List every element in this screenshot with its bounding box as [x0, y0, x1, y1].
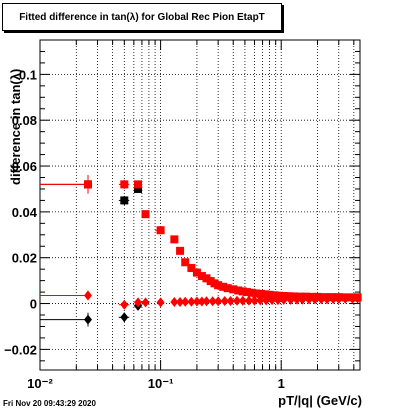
data-point: [134, 184, 143, 193]
series-diamond-red: [40, 290, 362, 310]
data-point: [229, 285, 238, 294]
data-point: [170, 296, 179, 307]
data-point: [220, 296, 229, 307]
data-point: [256, 295, 265, 306]
data-point: [348, 293, 357, 304]
data-point: [192, 268, 201, 277]
data-point: [202, 296, 211, 307]
axis-ticks: [39, 39, 360, 370]
data-point: [238, 295, 247, 306]
data-point: [323, 294, 332, 305]
data-point: [290, 292, 299, 301]
data-point: [192, 296, 201, 307]
data-point: [181, 296, 190, 307]
data-point: [284, 292, 293, 301]
y-axis-label: difference in tan(λ): [8, 68, 23, 185]
data-point: [298, 294, 307, 305]
data-point: [141, 297, 150, 308]
data-point: [83, 180, 92, 189]
data-point: [275, 291, 284, 300]
data-point: [257, 289, 266, 298]
data-point: [214, 296, 223, 307]
data-point: [134, 297, 143, 308]
data-point: [250, 295, 259, 306]
chart-title: Fitted difference in tan(λ) for Global R…: [2, 3, 282, 31]
data-point: [141, 210, 150, 219]
y-tick-label: 0.06: [12, 159, 37, 174]
y-tick-label: 0.04: [12, 205, 38, 220]
data-point: [83, 290, 92, 301]
data-point: [296, 292, 305, 301]
data-marks: [40, 175, 362, 327]
data-point: [292, 294, 301, 305]
data-point: [329, 293, 338, 304]
data-point: [301, 292, 310, 301]
series-square-black: [40, 175, 143, 205]
grid-lines: [40, 40, 360, 370]
data-point: [120, 180, 129, 189]
data-point: [181, 258, 190, 267]
data-point: [317, 294, 326, 305]
data-point: [226, 296, 235, 307]
x-tick-label: 10⁻¹: [148, 376, 174, 391]
data-point: [273, 295, 282, 306]
data-point: [308, 292, 317, 301]
data-point: [286, 294, 295, 305]
data-point: [313, 292, 322, 301]
data-point: [187, 296, 196, 307]
data-point: [279, 294, 288, 305]
data-point: [176, 296, 185, 307]
data-point: [83, 314, 92, 325]
data-point: [120, 312, 129, 323]
x-axis-label: pT/|q| (GeV/c): [278, 393, 362, 408]
tick-labels: 10⁻² 10⁻¹ 1 −0.02 0 0.02 0.04 0.06 0.08 0.1: [4, 67, 285, 391]
data-point: [202, 274, 211, 283]
data-point: [176, 246, 185, 255]
data-point: [234, 286, 243, 295]
x-tick-label: 10⁻²: [27, 376, 53, 391]
data-point: [208, 296, 217, 307]
data-point: [310, 294, 319, 305]
data-point: [242, 288, 251, 297]
timestamp: Fri Nov 20 09:43:29 2020: [3, 399, 96, 408]
data-point: [219, 282, 228, 291]
data-point: [134, 180, 143, 189]
data-point: [170, 235, 179, 244]
data-point: [244, 295, 253, 306]
plot-frame: [39, 39, 361, 371]
data-point: [120, 299, 129, 310]
data-point: [262, 295, 271, 306]
y-tick-label: 0.1: [19, 67, 37, 82]
data-point: [270, 291, 279, 300]
y-tick-label: −0.02: [4, 342, 37, 357]
y-tick-label: 0.02: [12, 251, 37, 266]
data-point: [252, 289, 261, 298]
data-point: [334, 293, 343, 304]
series-square-red: [40, 175, 362, 302]
data-point: [305, 294, 314, 305]
data-point: [265, 290, 274, 299]
data-point: [197, 272, 206, 281]
data-point: [341, 293, 350, 304]
data-point: [261, 290, 270, 299]
data-point: [353, 293, 362, 304]
data-point: [156, 226, 165, 235]
data-point: [214, 281, 223, 290]
y-tick-label: 0.08: [12, 113, 37, 128]
data-point: [247, 288, 256, 297]
data-point: [197, 296, 206, 307]
data-point: [238, 287, 247, 296]
y-tick-label: 0: [30, 297, 37, 312]
data-point: [233, 295, 242, 306]
data-point: [187, 264, 196, 273]
data-point: [156, 297, 165, 308]
x-tick-label: 1: [278, 376, 285, 391]
data-point: [120, 196, 129, 205]
data-point: [268, 295, 277, 306]
data-point: [223, 284, 232, 293]
